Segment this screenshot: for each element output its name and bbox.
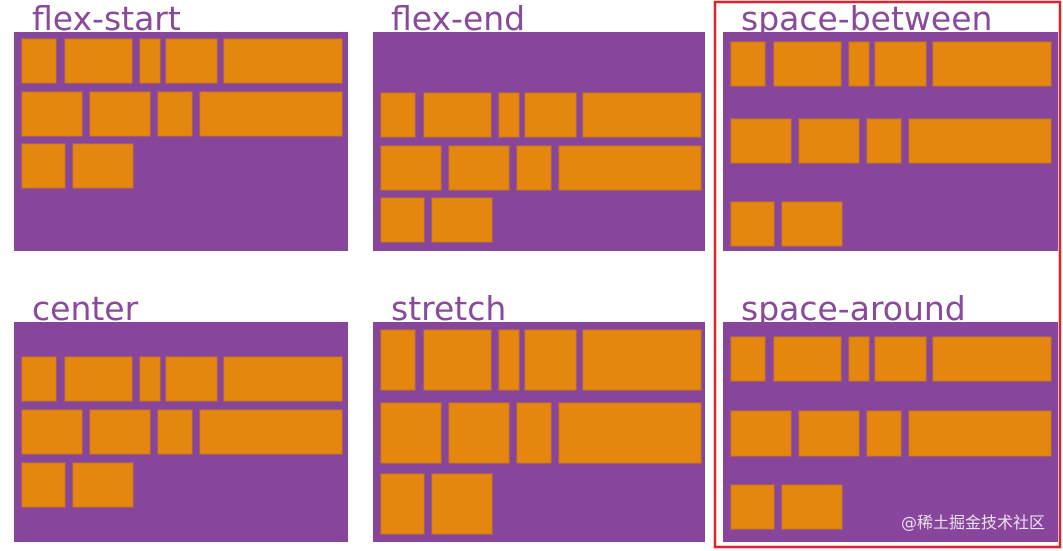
flex-item	[558, 145, 702, 191]
panel-label: flex-start	[32, 0, 181, 38]
flex-item	[448, 402, 510, 464]
panel: flex-start	[14, 0, 348, 251]
flex-item	[21, 409, 83, 455]
flex-item	[199, 409, 343, 455]
flex-item	[866, 410, 902, 457]
flex-item	[932, 41, 1052, 87]
flex-item	[21, 91, 83, 137]
flex-item	[848, 41, 870, 87]
flex-item	[89, 409, 151, 455]
flex-item	[72, 462, 134, 508]
flex-item	[524, 329, 577, 391]
flex-item	[730, 201, 775, 247]
flex-item	[380, 145, 442, 191]
flex-item	[874, 336, 927, 382]
flex-item	[730, 41, 766, 87]
flex-item	[380, 329, 416, 391]
flex-item	[498, 92, 520, 138]
watermark: @稀土掘金技术社区	[901, 513, 1045, 532]
panel-label: center	[32, 289, 139, 328]
flex-item	[730, 484, 775, 530]
flex-item	[431, 197, 493, 243]
flex-item	[380, 473, 425, 535]
panel: flex-end	[373, 0, 705, 251]
flex-item	[423, 92, 492, 138]
flex-item	[773, 41, 842, 87]
flex-item	[223, 38, 343, 84]
flex-item	[64, 38, 133, 84]
highlight-box	[713, 0, 1062, 549]
flex-item	[730, 410, 792, 457]
flex-item	[516, 402, 552, 464]
flex-item	[157, 409, 193, 455]
flex-item	[64, 356, 133, 402]
flex-item	[798, 410, 860, 457]
flex-item	[798, 118, 860, 164]
flex-item	[448, 145, 510, 191]
panel: stretch	[373, 289, 705, 542]
flex-item	[380, 92, 416, 138]
flex-item	[848, 336, 870, 382]
flex-item	[730, 336, 766, 382]
flex-item	[516, 145, 552, 191]
flex-item	[380, 197, 425, 243]
flex-item	[21, 356, 57, 402]
container	[373, 32, 705, 251]
flex-item	[498, 329, 520, 391]
flex-item	[874, 41, 927, 87]
flex-item	[781, 484, 843, 530]
panel: space-around	[723, 289, 1058, 542]
flex-item	[773, 336, 842, 382]
flex-item	[157, 91, 193, 137]
flex-item	[165, 356, 218, 402]
flex-item	[932, 336, 1052, 382]
flex-item	[582, 92, 702, 138]
flex-item	[524, 92, 577, 138]
flex-item	[866, 118, 902, 164]
flex-item	[139, 38, 161, 84]
flex-item	[431, 473, 493, 535]
flex-item	[380, 402, 442, 464]
flex-item	[21, 462, 66, 508]
flex-item	[908, 410, 1052, 457]
panel-label: space-around	[741, 289, 966, 328]
flex-item	[72, 143, 134, 189]
panel-label: flex-end	[391, 0, 525, 38]
flex-item	[199, 91, 343, 137]
flex-item	[89, 91, 151, 137]
panel: center	[14, 289, 348, 542]
flex-item	[908, 118, 1052, 164]
flex-item	[139, 356, 161, 402]
flex-item	[165, 38, 218, 84]
flex-item	[558, 402, 702, 464]
flex-item	[223, 356, 343, 402]
flex-item	[730, 118, 792, 164]
panel-label: space-between	[741, 0, 992, 38]
flex-item	[582, 329, 702, 391]
flex-item	[21, 38, 57, 84]
panel-label: stretch	[391, 289, 506, 328]
flex-item	[21, 143, 66, 189]
flex-item	[423, 329, 492, 391]
panel: space-between	[723, 0, 1058, 251]
flex-item	[781, 201, 843, 247]
